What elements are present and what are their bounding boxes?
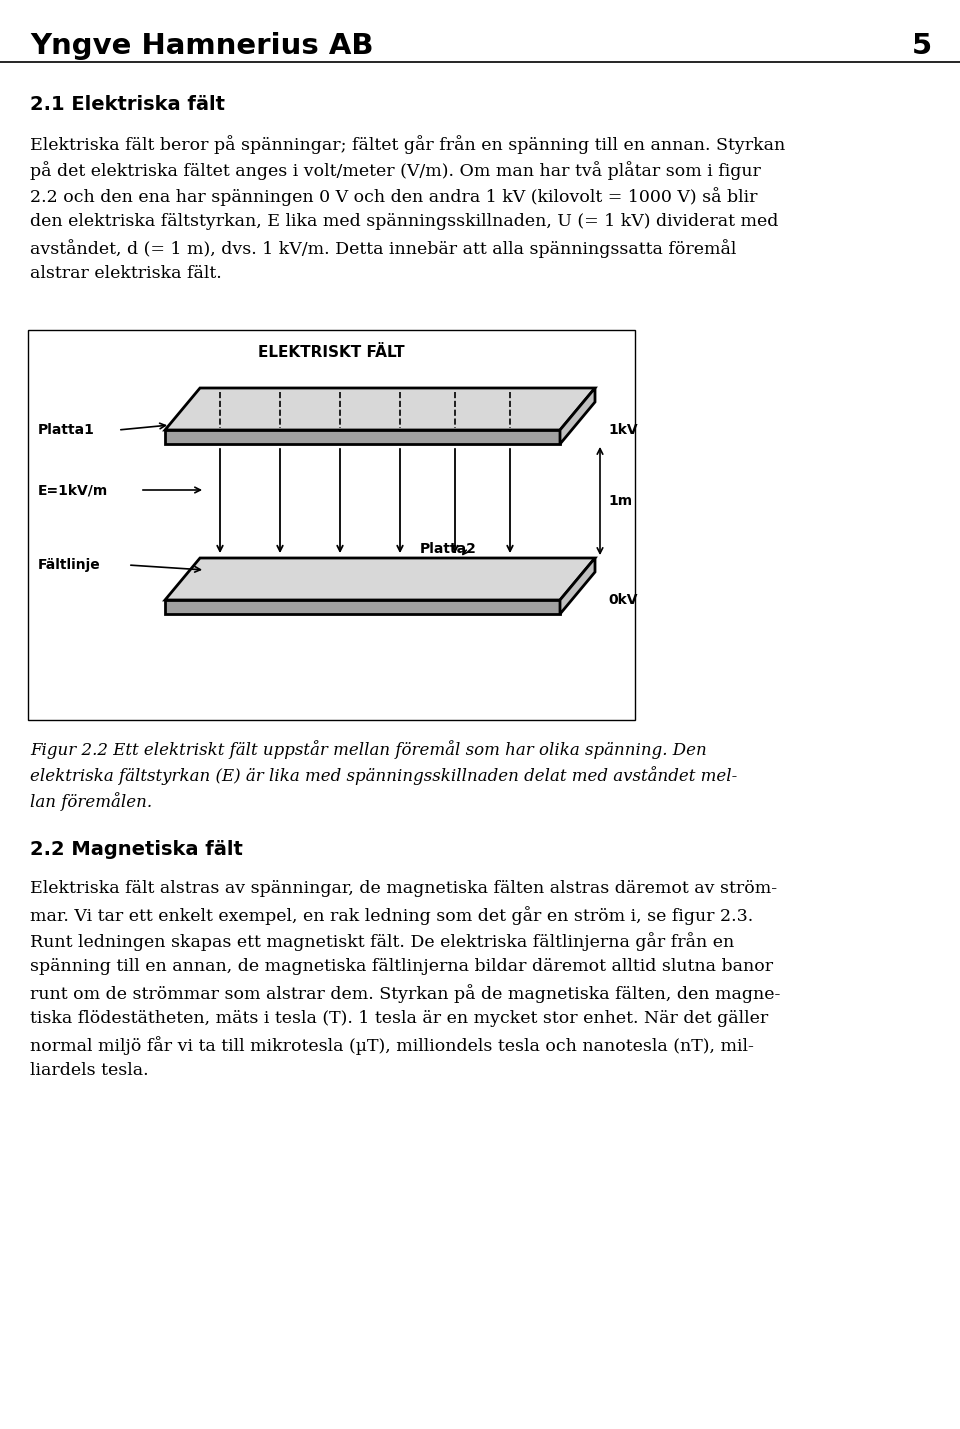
Text: lan föremålen.: lan föremålen. [30, 792, 152, 810]
Polygon shape [165, 430, 560, 444]
Text: Elektriska fält alstras av spänningar, de magnetiska fälten alstras däremot av s: Elektriska fält alstras av spänningar, d… [30, 880, 778, 897]
Text: Runt ledningen skapas ett magnetiskt fält. De elektriska fältlinjerna går från e: Runt ledningen skapas ett magnetiskt fäl… [30, 932, 734, 950]
Text: 5: 5 [912, 31, 932, 60]
Text: liardels tesla.: liardels tesla. [30, 1062, 149, 1079]
Text: normal miljö får vi ta till mikrotesla (µT), milliondels tesla och nanotesla (nT: normal miljö får vi ta till mikrotesla (… [30, 1036, 754, 1055]
Text: 1m: 1m [608, 494, 632, 507]
Text: Platta2: Platta2 [420, 542, 477, 556]
Text: Platta1: Platta1 [38, 423, 95, 437]
Text: ELEKTRISKT FÄLT: ELEKTRISKT FÄLT [258, 344, 405, 360]
Text: den elektriska fältstyrkan, E lika med spänningsskillnaden, U (= 1 kV) dividerat: den elektriska fältstyrkan, E lika med s… [30, 213, 779, 230]
Text: runt om de strömmar som alstrar dem. Styrkan på de magnetiska fälten, den magne-: runt om de strömmar som alstrar dem. Sty… [30, 985, 780, 1003]
Text: 0kV: 0kV [608, 593, 637, 607]
Polygon shape [165, 557, 595, 600]
Bar [28, 330, 635, 720]
Text: tiska flödestätheten, mäts i tesla (T). 1 tesla är en mycket stor enhet. När det: tiska flödestätheten, mäts i tesla (T). … [30, 1010, 768, 1027]
Text: spänning till en annan, de magnetiska fältlinjerna bildar däremot alltid slutna : spänning till en annan, de magnetiska fä… [30, 957, 773, 975]
Text: mar. Vi tar ett enkelt exempel, en rak ledning som det går en ström i, se figur : mar. Vi tar ett enkelt exempel, en rak l… [30, 906, 754, 925]
Text: Yngve Hamnerius AB: Yngve Hamnerius AB [30, 31, 373, 60]
Text: Figur 2.2 Ett elektriskt fält uppstår mellan föremål som har olika spänning. Den: Figur 2.2 Ett elektriskt fält uppstår me… [30, 740, 707, 759]
Polygon shape [165, 600, 560, 614]
Polygon shape [560, 389, 595, 444]
Text: Elektriska fält beror på spänningar; fältet går från en spänning till en annan. : Elektriska fält beror på spänningar; fäl… [30, 134, 785, 154]
Text: avståndet, d (= 1 m), dvs. 1 kV/m. Detta innebär att alla spänningssatta föremål: avståndet, d (= 1 m), dvs. 1 kV/m. Detta… [30, 239, 736, 257]
Text: Fältlinje: Fältlinje [38, 557, 101, 572]
Text: alstrar elektriska fält.: alstrar elektriska fält. [30, 264, 222, 282]
Text: E=1kV/m: E=1kV/m [38, 483, 108, 497]
Polygon shape [165, 389, 595, 430]
Text: 2.2 och den ena har spänningen 0 V och den andra 1 kV (kilovolt = 1000 V) så bli: 2.2 och den ena har spänningen 0 V och d… [30, 187, 757, 206]
Text: 2.1 Elektriska fält: 2.1 Elektriska fält [30, 94, 225, 114]
Text: 2.2 Magnetiska fält: 2.2 Magnetiska fält [30, 840, 243, 859]
Text: elektriska fältstyrkan (E) är lika med spänningsskillnaden delat med avståndet m: elektriska fältstyrkan (E) är lika med s… [30, 766, 737, 785]
Text: 1kV: 1kV [608, 423, 637, 437]
Polygon shape [560, 557, 595, 614]
Text: på det elektriska fältet anges i volt/meter (V/m). Om man har två plåtar som i f: på det elektriska fältet anges i volt/me… [30, 161, 761, 180]
